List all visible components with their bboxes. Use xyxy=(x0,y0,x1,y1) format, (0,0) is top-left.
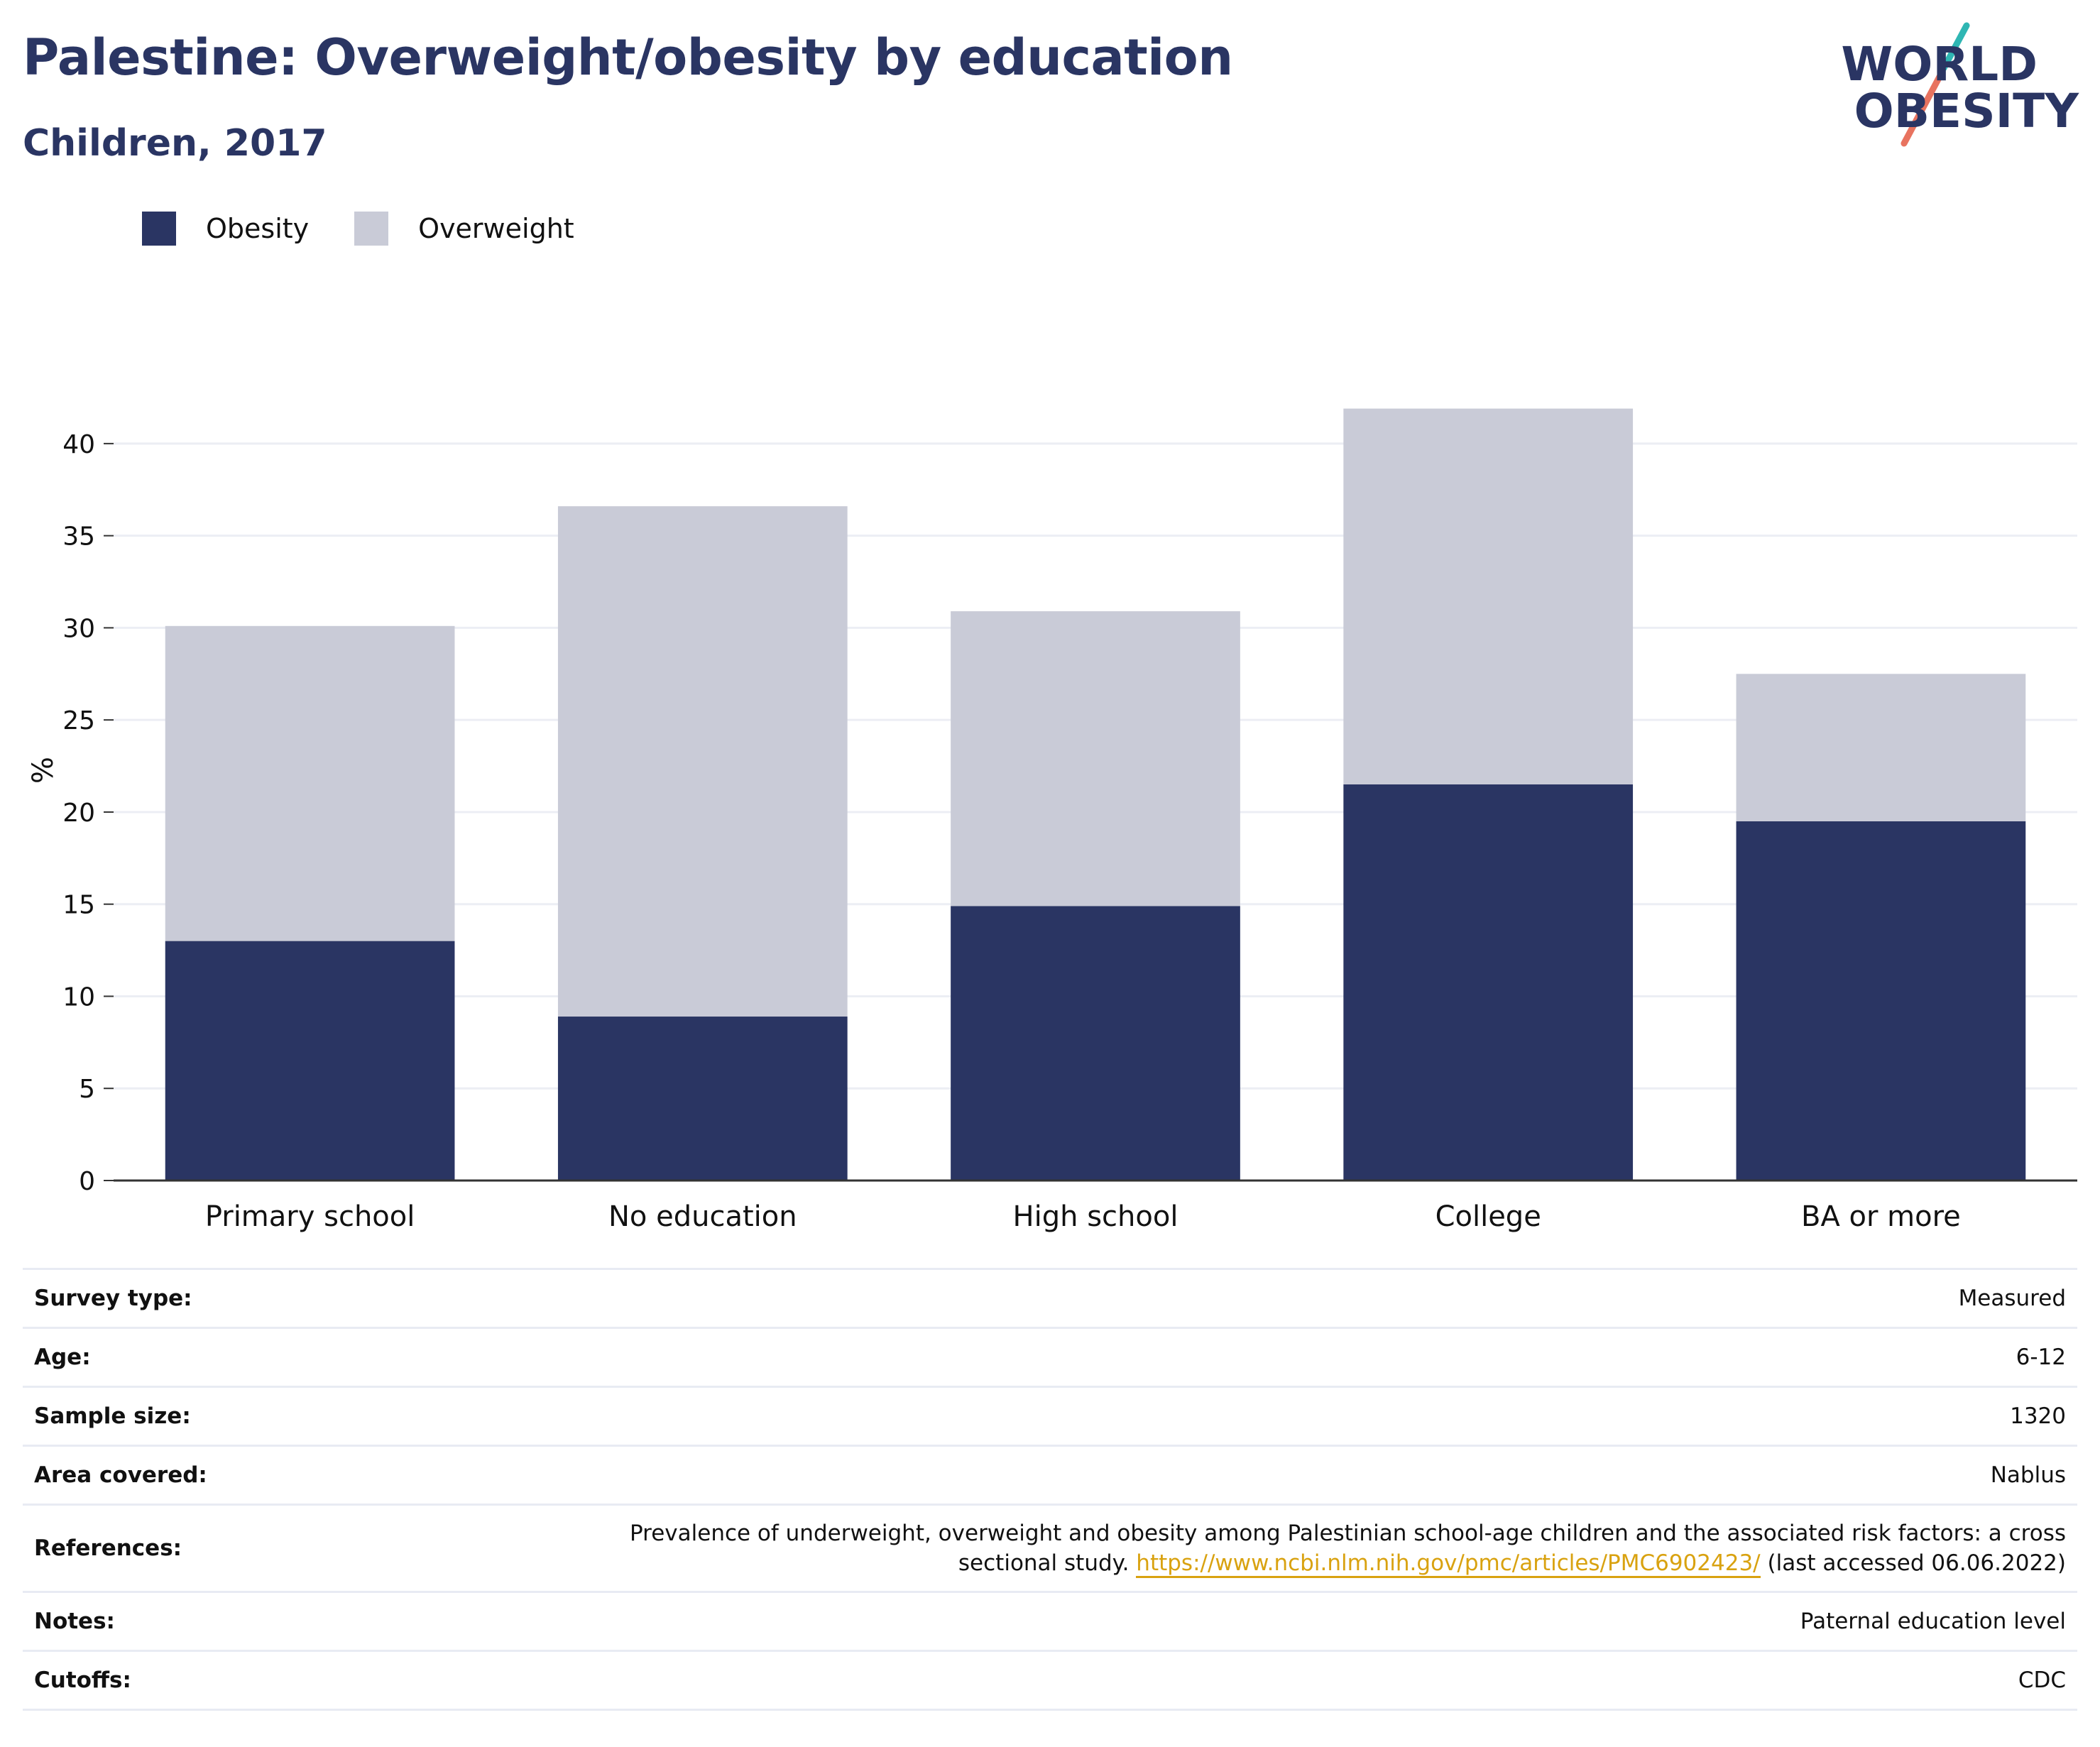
bar-overweight-primary-school[interactable] xyxy=(165,625,455,941)
chart-title: Palestine: Overweight/obesity by educati… xyxy=(23,28,1233,87)
logo-slash-icon xyxy=(1901,22,1970,147)
chart-legend: Obesity Overweight xyxy=(142,212,620,246)
x-tick-label: College xyxy=(1435,1200,1541,1233)
y-axis-label: % xyxy=(27,757,60,784)
legend-swatch-overweight xyxy=(354,212,389,246)
survey-info-table: Survey type: Measured Age: 6-12 Sample s… xyxy=(23,1268,2077,1711)
y-tick-label: 35 xyxy=(62,522,95,552)
info-row-cutoffs: Cutoffs: CDC xyxy=(23,1650,2077,1710)
legend-swatch-obesity xyxy=(142,212,176,246)
stacked-bar-chart: 0 5 10 15 20 25 30 35 40 Primary school No educati… xyxy=(27,408,2077,1233)
info-label: Area covered: xyxy=(34,1462,207,1488)
y-tick-label: 10 xyxy=(62,982,95,1012)
info-row-age: Age: 6-12 xyxy=(23,1327,2077,1387)
x-tick-label: High school xyxy=(1013,1200,1178,1233)
bars xyxy=(165,408,2026,1181)
bar-obesity-no-education[interactable] xyxy=(557,1017,848,1181)
bar-overweight-no-education[interactable] xyxy=(557,506,848,1017)
info-value: CDC xyxy=(2018,1667,2066,1693)
x-tick-label: BA or more xyxy=(1801,1200,1961,1233)
info-value: 1320 xyxy=(2010,1403,2066,1429)
info-label: Notes: xyxy=(34,1609,115,1634)
bar-obesity-ba-or-more[interactable] xyxy=(1736,821,2026,1181)
y-tick-label: 5 xyxy=(79,1075,95,1104)
info-row-area: Area covered: Nablus xyxy=(23,1445,2077,1505)
bar-overweight-college[interactable] xyxy=(1343,408,1634,785)
info-row-sample-size: Sample size: 1320 xyxy=(23,1386,2077,1446)
chart-subtitle: Children, 2017 xyxy=(23,122,327,165)
y-tick-label: 20 xyxy=(62,799,95,828)
y-tick-label: 40 xyxy=(62,430,95,459)
bar-obesity-college[interactable] xyxy=(1343,784,1634,1181)
legend-label-obesity: Obesity xyxy=(206,213,310,244)
axes: 0 5 10 15 20 25 30 35 40 Primary school No educati… xyxy=(62,430,2077,1233)
info-label: Cutoffs: xyxy=(34,1667,131,1693)
y-tick-label: 25 xyxy=(62,706,95,735)
reference-text-line1: Prevalence of underweight, overweight an… xyxy=(630,1521,2066,1546)
info-label: Sample size: xyxy=(34,1403,191,1429)
y-tick-label: 0 xyxy=(79,1167,95,1196)
reference-access-date: (last accessed 06.06.2022) xyxy=(1767,1550,2066,1576)
info-label: References: xyxy=(34,1535,182,1561)
info-row-survey-type: Survey type: Measured xyxy=(23,1269,2077,1328)
info-value: Paternal education level xyxy=(1800,1609,2066,1634)
info-value: Nablus xyxy=(1990,1462,2066,1488)
x-tick-label: Primary school xyxy=(205,1200,415,1233)
bar-obesity-high-school[interactable] xyxy=(951,906,1240,1181)
legend-item-obesity[interactable]: Obesity xyxy=(142,212,309,246)
x-tick-label: No education xyxy=(608,1200,797,1233)
logo-word-obesity: OBESITY xyxy=(1854,84,2079,138)
legend-label-overweight: Overweight xyxy=(418,213,574,244)
world-obesity-logo: WORLD OBESITY xyxy=(1841,21,2087,149)
info-label: Age: xyxy=(34,1345,91,1370)
references-value: Prevalence of underweight, overweight an… xyxy=(266,1505,2077,1592)
bar-obesity-primary-school[interactable] xyxy=(165,941,455,1181)
info-value: 6-12 xyxy=(2016,1345,2066,1370)
legend-item-overweight[interactable]: Overweight xyxy=(354,212,574,246)
bar-overweight-high-school[interactable] xyxy=(951,611,1240,907)
y-tick-label: 15 xyxy=(62,891,95,920)
info-row-references: References: Prevalence of underweight, o… xyxy=(23,1504,2077,1592)
bar-overweight-ba-or-more[interactable] xyxy=(1736,674,2026,821)
y-tick-label: 30 xyxy=(62,614,95,643)
info-row-notes: Notes: Paternal education level xyxy=(23,1592,2077,1651)
info-label: Survey type: xyxy=(34,1286,192,1311)
logo-word-world: WORLD xyxy=(1841,37,2038,92)
info-value: Measured xyxy=(1958,1286,2066,1311)
reference-text-line2: sectional study. xyxy=(958,1550,1130,1576)
reference-link[interactable]: https://www.ncbi.nlm.nih.gov/pmc/article… xyxy=(1136,1550,1761,1578)
